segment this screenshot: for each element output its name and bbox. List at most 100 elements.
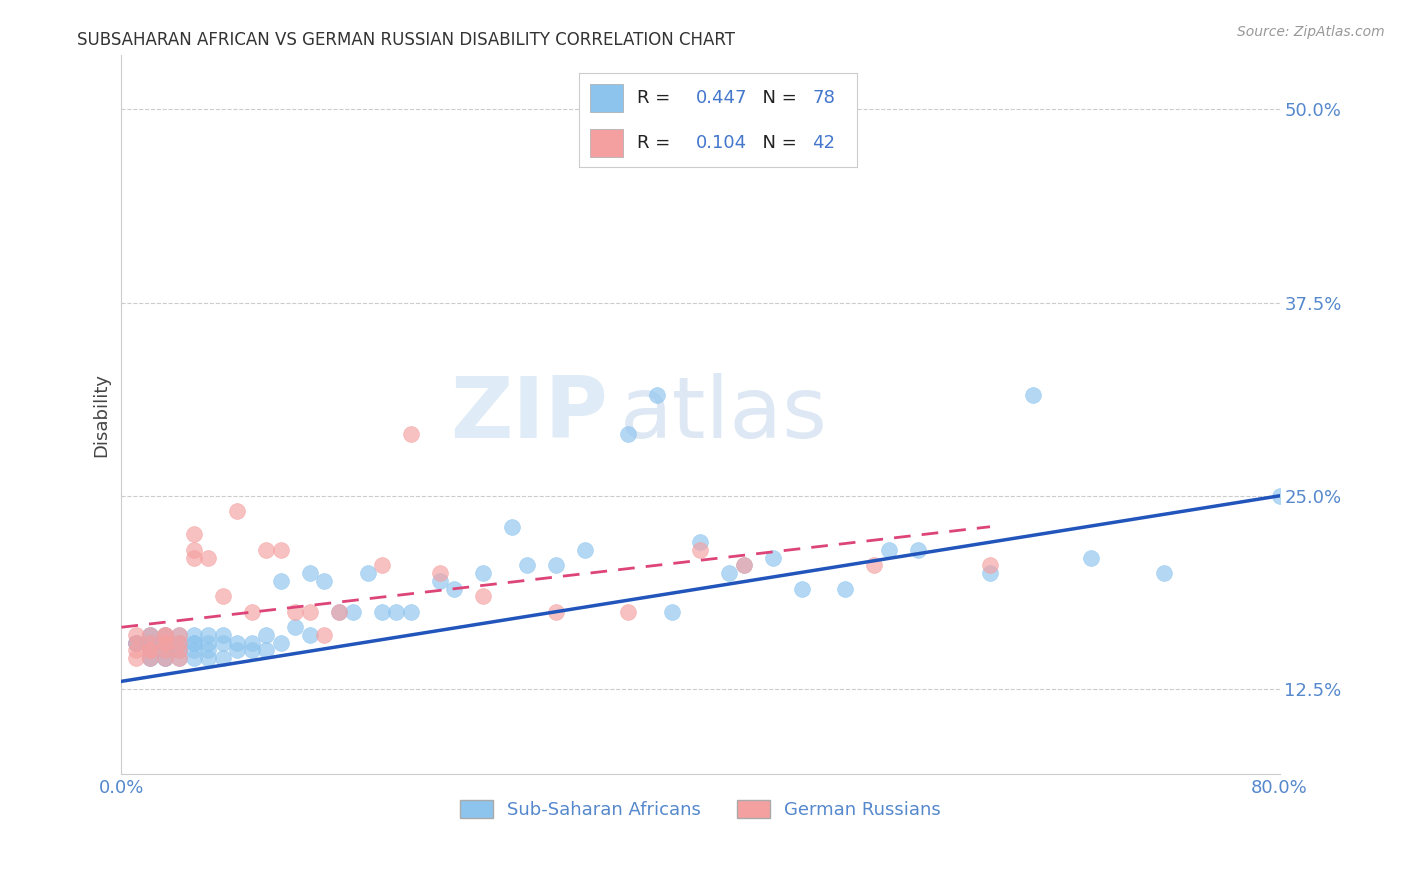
Point [284,605,307,619]
Point [153,636,176,650]
Y-axis label: Disability: Disability [93,373,110,457]
Point [645,388,668,402]
Point [270,543,292,558]
Point [1268,489,1291,503]
Point [1080,550,1102,565]
Point [240,605,263,619]
Point [254,628,277,642]
Point [371,558,394,573]
Point [284,620,307,634]
Point [169,643,191,657]
Point [544,605,567,619]
Point [169,636,191,650]
Point [153,628,176,642]
Point [226,636,249,650]
Point [516,558,538,573]
Point [183,636,205,650]
Point [183,543,205,558]
Point [863,558,886,573]
Point [153,628,176,642]
Point [371,605,394,619]
Point [169,628,191,642]
Point [877,543,900,558]
Point [718,566,741,581]
Point [399,427,422,442]
Point [197,550,219,565]
Point [399,605,422,619]
Point [226,504,249,518]
Point [125,636,148,650]
Point [183,651,205,665]
Point [472,590,495,604]
Point [314,628,336,642]
Point [429,574,451,588]
Point [501,520,523,534]
Point [125,636,148,650]
Point [689,535,711,549]
Point [125,636,148,650]
Point [544,558,567,573]
Point [328,605,350,619]
Text: atlas: atlas [620,373,827,456]
Point [139,651,162,665]
Point [790,582,813,596]
Point [617,605,640,619]
Point [211,590,233,604]
Point [153,651,176,665]
Point [139,643,162,657]
Point [153,643,176,657]
Point [169,651,191,665]
Point [197,628,219,642]
Point [254,643,277,657]
Point [270,636,292,650]
Point [197,643,219,657]
Point [298,605,321,619]
Point [197,651,219,665]
Point [139,628,162,642]
Point [689,543,711,558]
Point [169,636,191,650]
Point [139,628,162,642]
Point [153,651,176,665]
Point [298,566,321,581]
Point [211,651,233,665]
Point [197,636,219,650]
Point [617,427,640,442]
Point [153,651,176,665]
Point [125,628,148,642]
Point [834,582,856,596]
Text: Source: ZipAtlas.com: Source: ZipAtlas.com [1237,25,1385,39]
Point [139,651,162,665]
Point [240,643,263,657]
Point [139,628,162,642]
Point [342,605,364,619]
Point [139,651,162,665]
Point [733,558,755,573]
Point [1153,566,1175,581]
Point [169,651,191,665]
Point [254,543,277,558]
Point [211,636,233,650]
Point [183,550,205,565]
Point [270,574,292,588]
Point [661,605,683,619]
Point [139,636,162,650]
Point [153,643,176,657]
Point [183,636,205,650]
Point [979,566,1001,581]
Point [183,628,205,642]
Point [139,636,162,650]
Point [574,543,596,558]
Point [314,574,336,588]
Point [153,628,176,642]
Point [211,628,233,642]
Legend: Sub-Saharan Africans, German Russians: Sub-Saharan Africans, German Russians [453,792,948,826]
Point [125,636,148,650]
Point [443,582,465,596]
Point [153,628,176,642]
Point [169,643,191,657]
Point [169,643,191,657]
Point [125,651,148,665]
Point [183,643,205,657]
Point [153,636,176,650]
